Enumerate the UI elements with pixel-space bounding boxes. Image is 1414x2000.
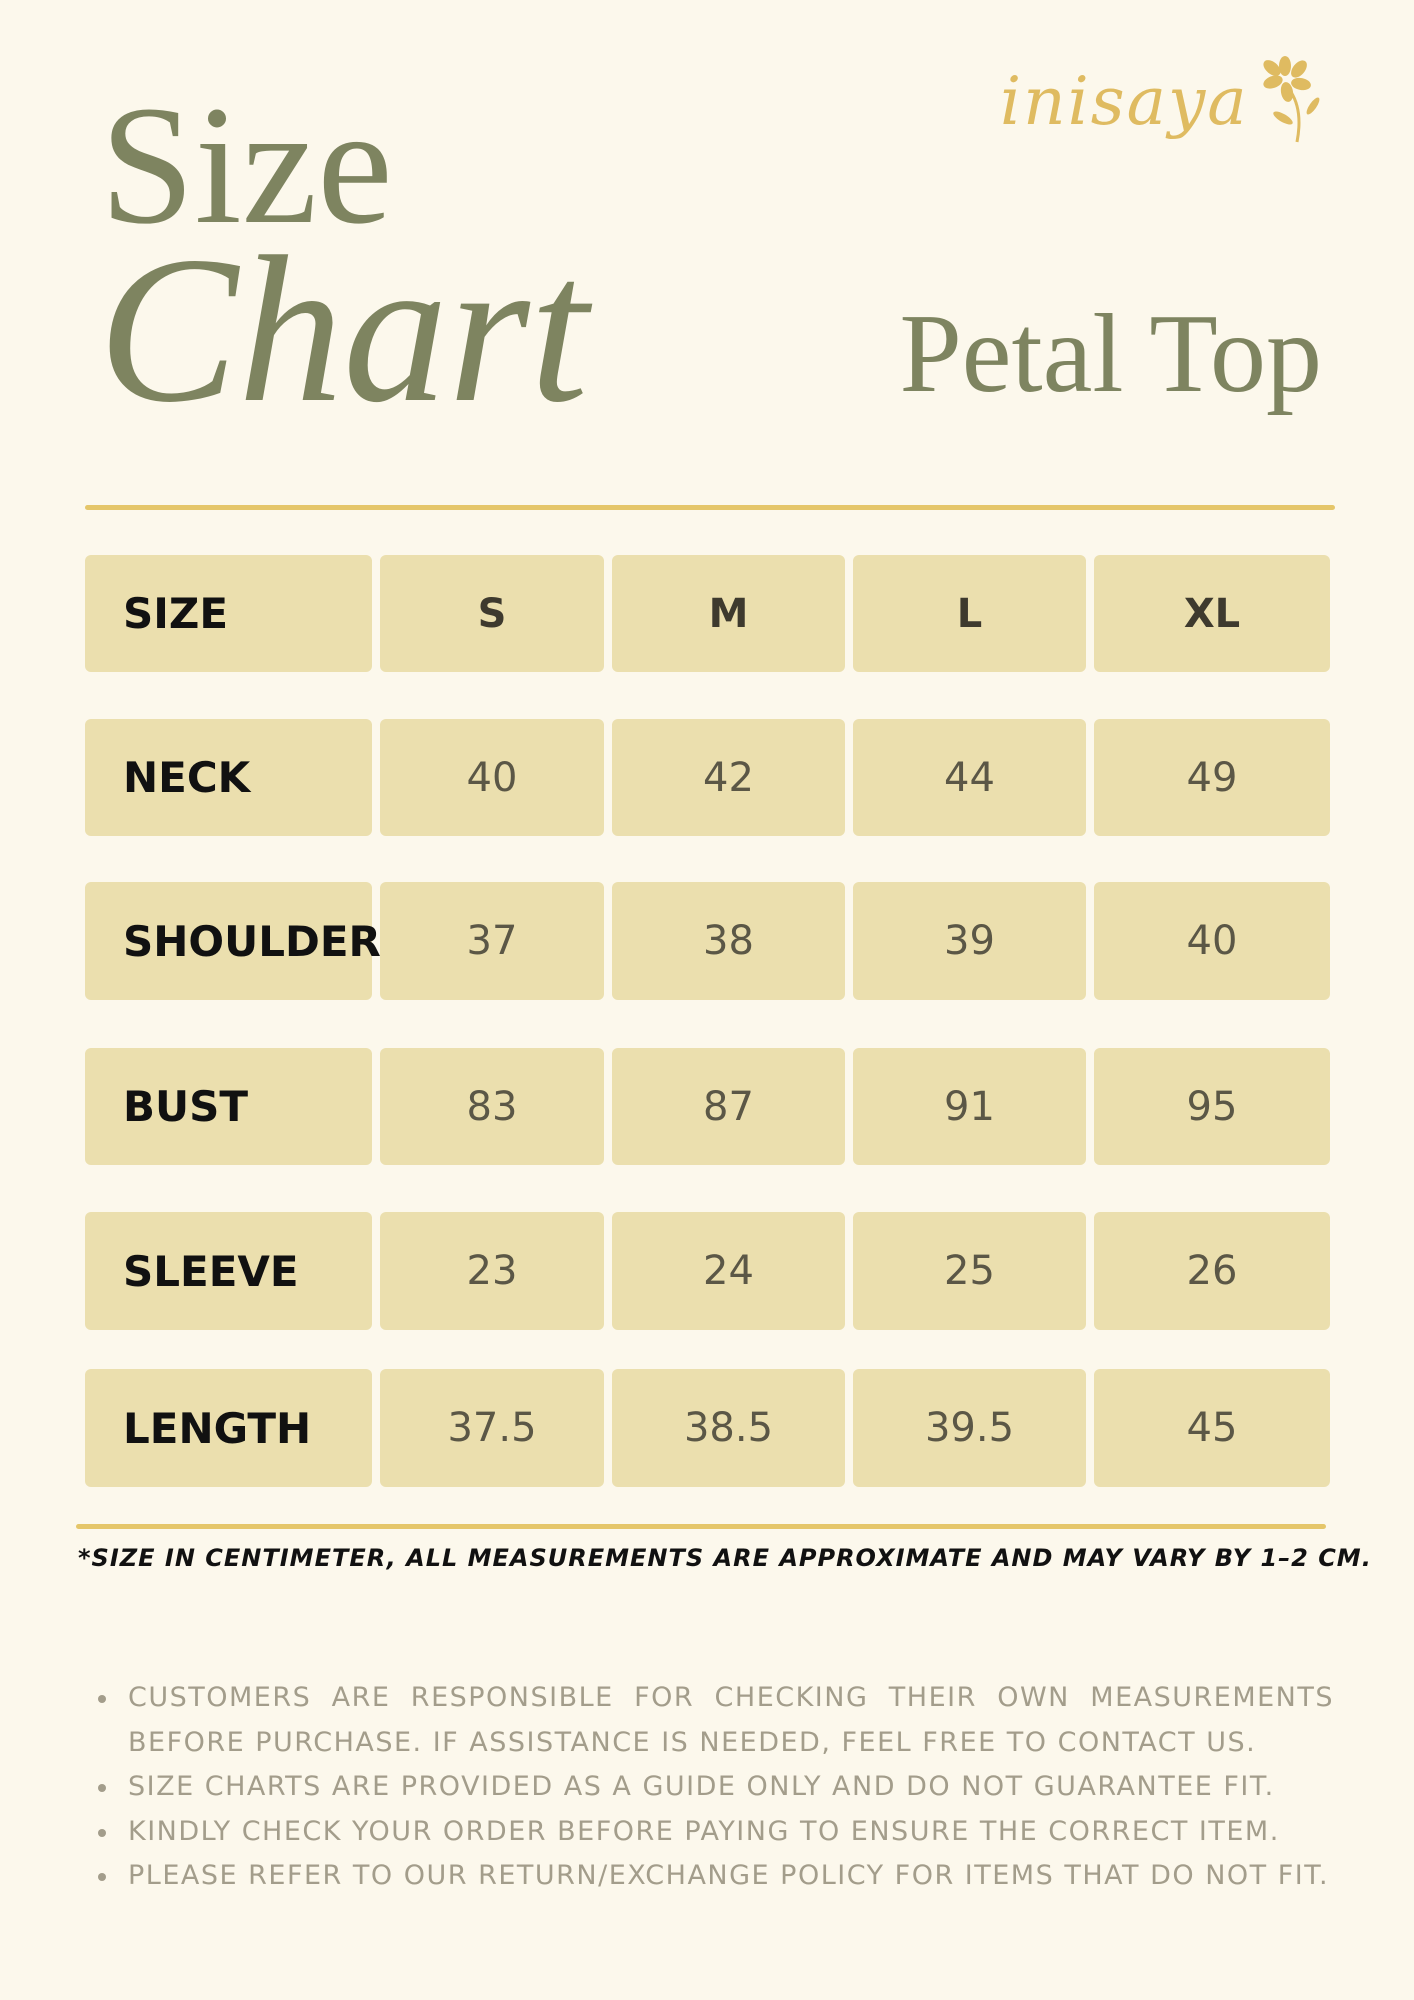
- table-cell: 39: [853, 882, 1086, 1000]
- table-cell: 49: [1094, 719, 1330, 836]
- row-label: LENGTH: [85, 1369, 372, 1487]
- header-cell: XL: [1094, 555, 1330, 672]
- product-name: Petal Top: [899, 292, 1322, 416]
- table-cell: 91: [853, 1048, 1086, 1165]
- table-cell: 40: [1094, 882, 1330, 1000]
- table-cell: 24: [612, 1212, 845, 1330]
- note-item: KINDLY CHECK YOUR ORDER BEFORE PAYING TO…: [96, 1810, 1334, 1855]
- header-cell: SIZE: [85, 555, 372, 672]
- table-cell: 95: [1094, 1048, 1330, 1165]
- divider-bottom: [76, 1524, 1326, 1529]
- note-item: PLEASE REFER TO OUR RETURN/EXCHANGE POLI…: [96, 1854, 1334, 1899]
- flower-icon: [1262, 56, 1319, 143]
- table-cell: 23: [380, 1212, 604, 1330]
- title-chart: Chart: [98, 214, 589, 446]
- table-cell: 40: [380, 719, 604, 836]
- header-cell: L: [853, 555, 1086, 672]
- table-cell: 37.5: [380, 1369, 604, 1487]
- row-label: SHOULDER: [85, 882, 381, 1000]
- row-label: SLEEVE: [85, 1212, 372, 1330]
- table-cell: 42: [612, 719, 845, 836]
- table-cell: 87: [612, 1048, 845, 1165]
- title-size: Size: [100, 71, 393, 259]
- notes-list: CUSTOMERS ARE RESPONSIBLE FOR CHECKING T…: [96, 1676, 1334, 1899]
- row-label: BUST: [85, 1048, 372, 1165]
- table-cell: 83: [380, 1048, 604, 1165]
- table-cell: 26: [1094, 1212, 1330, 1330]
- footnote: *SIZE IN CENTIMETER, ALL MEASUREMENTS AR…: [78, 1544, 1372, 1572]
- table-cell: 37: [380, 882, 604, 1000]
- header-cell: M: [612, 555, 845, 672]
- note-item: CUSTOMERS ARE RESPONSIBLE FOR CHECKING T…: [96, 1676, 1334, 1765]
- brand-logo: inisaya: [1000, 56, 1323, 146]
- table-cell: 38: [612, 882, 845, 1000]
- note-item: SIZE CHARTS ARE PROVIDED AS A GUIDE ONLY…: [96, 1765, 1334, 1810]
- table-cell: 25: [853, 1212, 1086, 1330]
- brand-name: inisaya: [1000, 62, 1249, 140]
- table-cell: 39.5: [853, 1369, 1086, 1487]
- table-cell: 44: [853, 719, 1086, 836]
- table-cell: 38.5: [612, 1369, 845, 1487]
- header-cell: S: [380, 555, 604, 672]
- row-label: NECK: [85, 719, 372, 836]
- table-cell: 45: [1094, 1369, 1330, 1487]
- divider-top: [85, 505, 1335, 510]
